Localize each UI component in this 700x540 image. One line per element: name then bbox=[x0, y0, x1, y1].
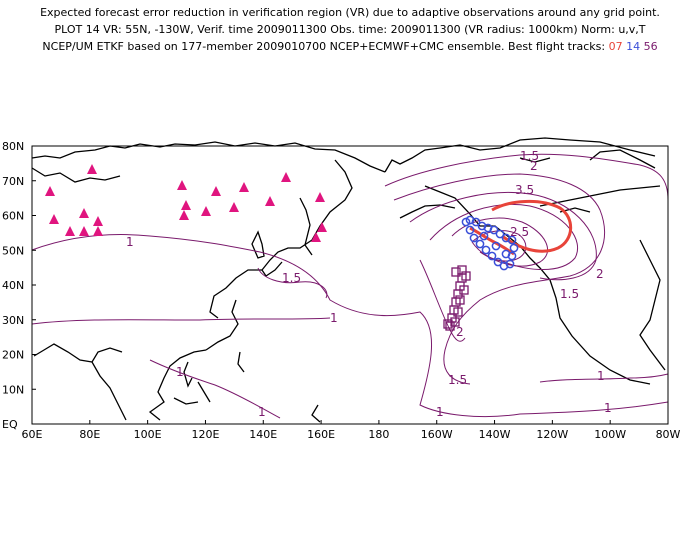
track-56-marker bbox=[459, 285, 469, 295]
track-14-marker bbox=[481, 245, 491, 255]
track-14-label: 14 bbox=[626, 40, 641, 53]
lat-label: 20N bbox=[2, 349, 24, 362]
track-14-marker bbox=[499, 261, 509, 271]
track-14-marker bbox=[479, 231, 489, 241]
contour-label: 1.5 bbox=[448, 373, 467, 387]
lat-label: 10N bbox=[2, 383, 24, 396]
lat-label: 50N bbox=[2, 244, 24, 257]
lon-label: 120W bbox=[536, 428, 568, 441]
observation-triangle bbox=[93, 226, 103, 236]
observation-triangle bbox=[87, 164, 97, 174]
track-14-marker bbox=[507, 235, 517, 245]
track-14-marker bbox=[471, 217, 481, 227]
lat-label: 30N bbox=[2, 314, 24, 327]
header-line-1: Expected forecast error reduction in ver… bbox=[40, 6, 660, 19]
lon-label: 80E bbox=[79, 428, 100, 441]
contour-label: 1 bbox=[597, 369, 605, 383]
lon-label: 80W bbox=[656, 428, 681, 441]
coastlines bbox=[31, 137, 666, 423]
track-07-label: 07 bbox=[608, 40, 623, 53]
track-14-marker bbox=[491, 241, 501, 251]
contour-label: 1 bbox=[176, 365, 184, 379]
contour-label: 1.5 bbox=[520, 149, 539, 163]
contour-label: 1 bbox=[604, 401, 612, 415]
lon-label: 140W bbox=[479, 428, 511, 441]
observation-triangle bbox=[179, 210, 189, 220]
observation-triangle bbox=[181, 200, 191, 210]
flight-track-14 bbox=[461, 215, 519, 271]
lat-label: 60N bbox=[2, 210, 24, 223]
lon-label: 60E bbox=[22, 428, 43, 441]
lon-label: 100W bbox=[594, 428, 626, 441]
track-56-label: 56 bbox=[643, 40, 658, 53]
track-56-marker bbox=[450, 317, 460, 327]
track-56-marker bbox=[451, 267, 461, 277]
observation-sites bbox=[45, 164, 327, 242]
observation-triangle bbox=[65, 226, 75, 236]
lon-label: 160W bbox=[421, 428, 453, 441]
observation-triangle bbox=[265, 196, 275, 206]
track-14-marker bbox=[489, 225, 499, 235]
contour-label: 2.5 bbox=[510, 225, 529, 239]
track-14-marker bbox=[461, 217, 471, 227]
track-56-marker bbox=[453, 307, 463, 317]
track-14-marker bbox=[469, 233, 479, 243]
track-14-marker bbox=[475, 239, 485, 249]
track-14-marker bbox=[509, 243, 519, 253]
observation-triangle bbox=[45, 186, 55, 196]
observation-triangle bbox=[239, 182, 249, 192]
track-56-marker bbox=[461, 271, 471, 281]
observation-triangle bbox=[315, 192, 325, 202]
contour-label: 3.5 bbox=[515, 183, 534, 197]
track-14-marker bbox=[487, 251, 497, 261]
error-reduction-contours bbox=[31, 153, 669, 419]
contour-label: 2 bbox=[596, 267, 604, 281]
flight-track-07 bbox=[469, 199, 573, 256]
contour-label: 2 bbox=[456, 325, 464, 339]
contour-label: 2 bbox=[530, 159, 538, 173]
contour-label: 1.5 bbox=[560, 287, 579, 301]
contour-label: 1 bbox=[436, 405, 444, 419]
lat-label: 80N bbox=[2, 140, 24, 153]
contour-label: 1 bbox=[126, 235, 134, 249]
observation-triangle bbox=[311, 232, 321, 242]
track-56-marker bbox=[455, 295, 465, 305]
lat-label: 70N bbox=[2, 175, 24, 188]
lon-label: 140E bbox=[249, 428, 277, 441]
track-14-marker bbox=[501, 249, 511, 259]
lon-label: 120E bbox=[191, 428, 219, 441]
flight-track-56 bbox=[443, 265, 471, 331]
contour-label: 1.5 bbox=[282, 271, 301, 285]
map-frame bbox=[31, 145, 669, 425]
lon-label: 180 bbox=[368, 428, 389, 441]
track-56-marker bbox=[443, 319, 453, 329]
lon-label: 160E bbox=[307, 428, 335, 441]
observation-triangle bbox=[281, 172, 291, 182]
observation-triangle bbox=[93, 216, 103, 226]
observation-triangle bbox=[177, 180, 187, 190]
lat-label: 40N bbox=[2, 279, 24, 292]
header-line-2: PLOT 14 VR: 55N, -130W, Verif. time 2009… bbox=[54, 23, 646, 36]
observation-triangle bbox=[211, 186, 221, 196]
observation-triangle bbox=[79, 226, 89, 236]
observation-triangle bbox=[317, 222, 327, 232]
lat-label: EQ bbox=[2, 418, 18, 431]
lon-label: 100E bbox=[134, 428, 162, 441]
header-line-3-text: NCEP/UM ETKF based on 177-member 2009010… bbox=[42, 40, 606, 53]
contour-label: 1 bbox=[330, 311, 338, 325]
track-14-marker bbox=[493, 257, 503, 267]
observation-triangle bbox=[49, 214, 59, 224]
observation-triangle bbox=[201, 206, 211, 216]
track-14-marker bbox=[465, 225, 475, 235]
track-14-marker bbox=[495, 229, 505, 239]
contour-label: 1 bbox=[258, 405, 266, 419]
header-line-3: NCEP/UM ETKF based on 177-member 2009010… bbox=[0, 40, 700, 53]
observation-triangle bbox=[229, 202, 239, 212]
observation-triangle bbox=[79, 208, 89, 218]
